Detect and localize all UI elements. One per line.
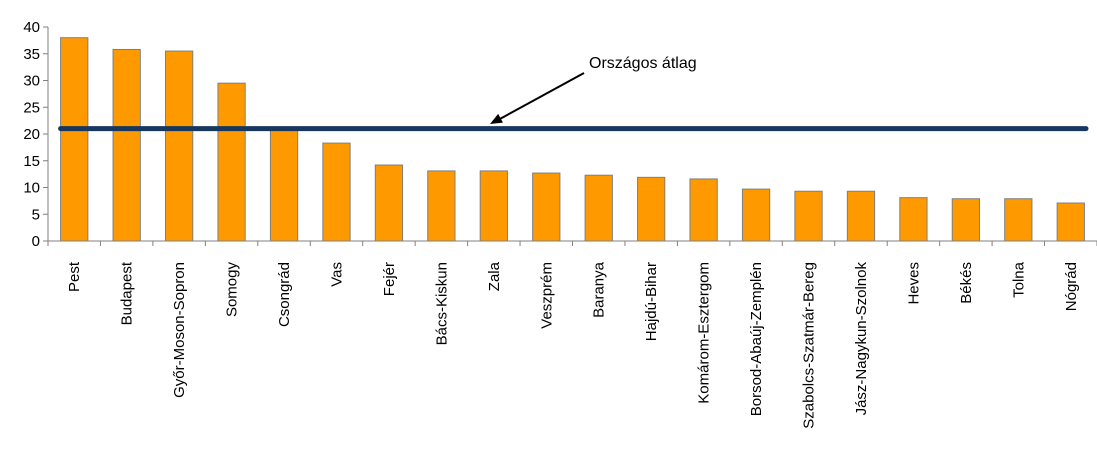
bar: [951, 198, 981, 242]
y-ticks-group: 0 5 10 15 20 25 30 35 40: [23, 19, 48, 250]
x-category-label: Jász-Nagykun-Szolnok: [853, 262, 870, 416]
y-tick-label: 5: [32, 206, 40, 223]
bar: [322, 142, 351, 242]
bar: [794, 190, 823, 242]
x-category-label: Komárom-Esztergom: [696, 262, 713, 404]
bar: [269, 129, 299, 242]
bar: [479, 170, 508, 242]
x-category-label: Tolna: [1010, 261, 1027, 298]
x-category-label: Borsod-Abaúj-Zemplén: [748, 262, 765, 416]
y-tick-label: 15: [23, 153, 40, 170]
bar: [741, 188, 771, 242]
bar: [899, 197, 928, 242]
y-tick-label: 25: [23, 99, 40, 116]
bar: [532, 172, 561, 242]
y-tick-label: 30: [23, 73, 40, 90]
x-category-label: Somogy: [224, 262, 241, 318]
x-category-label: Nógrád: [1063, 262, 1080, 311]
bar: [427, 170, 456, 242]
chart-axes: [47, 27, 1097, 242]
y-tick-label: 35: [23, 46, 40, 63]
x-category-label: Heves: [905, 262, 922, 305]
x-category-label: Vas: [328, 262, 345, 287]
y-tick-label: 10: [23, 180, 40, 197]
bar: [584, 174, 613, 242]
x-category-label: Zala: [486, 261, 503, 291]
bar: [637, 176, 666, 242]
annotation-arrow-shaft: [497, 72, 585, 121]
bar: [164, 50, 194, 242]
y-tick-label: 40: [23, 19, 40, 36]
bar: [846, 190, 876, 242]
reference-line-group: [58, 72, 1089, 132]
bar: [60, 37, 89, 242]
annotation-arrow-head: [490, 113, 503, 124]
bar: [1056, 202, 1085, 242]
category-labels-group: Pest Budapest Győr-Moson-Sopron Somogy Csong…: [47, 241, 1097, 429]
bar: [1004, 198, 1033, 242]
x-category-label: Csongrád: [276, 262, 293, 327]
reference-line-label: Országos átlag: [589, 55, 697, 72]
bar: [689, 178, 718, 242]
bars-group: [60, 37, 1085, 242]
x-category-label: Veszprém: [538, 262, 555, 329]
y-tick-label: 0: [32, 233, 40, 250]
x-category-label: Bács-Kiskun: [433, 262, 450, 345]
y-tick-label: 20: [23, 126, 40, 143]
bar: [374, 164, 404, 242]
x-category-label: Hajdú-Bihar: [643, 262, 660, 341]
bar: [112, 48, 141, 242]
x-category-label: Fejér: [381, 262, 398, 296]
x-category-label: Baranya: [591, 261, 608, 318]
x-category-label: Budapest: [119, 261, 136, 325]
x-category-label: Pest: [66, 261, 83, 292]
x-category-label: Szabolcs-Szatmár-Bereg: [801, 262, 818, 429]
x-category-label: Győr-Moson-Sopron: [171, 262, 188, 398]
x-category-label: Békés: [958, 262, 975, 304]
bar: [217, 82, 246, 242]
